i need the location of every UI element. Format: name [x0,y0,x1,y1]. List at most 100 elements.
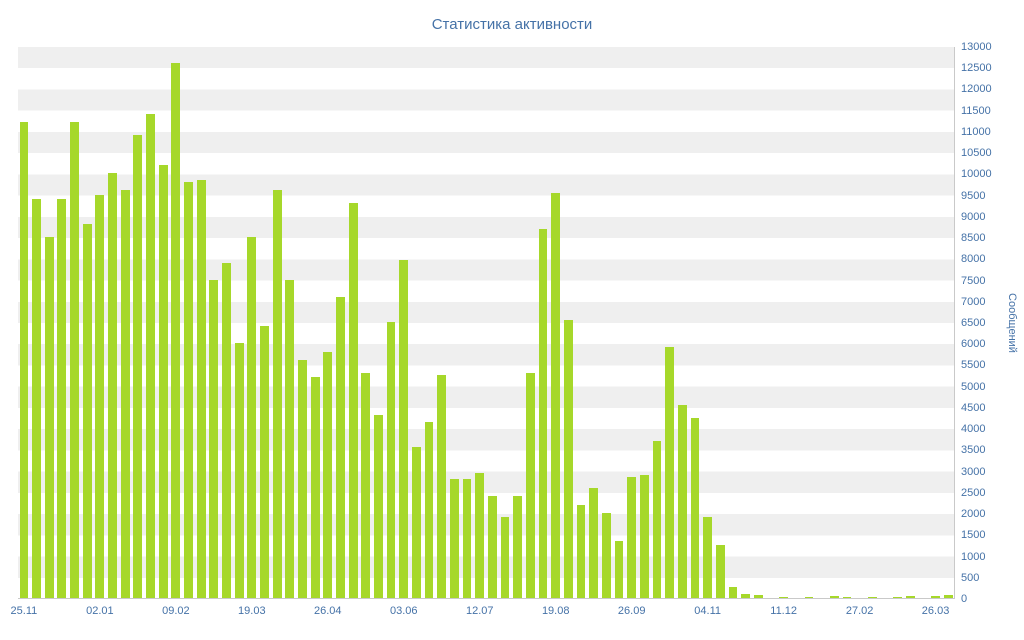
y-axis-label: 2500 [961,486,986,499]
x-axis-label: 19.03 [238,605,266,617]
bar[interactable] [728,587,738,598]
y-axis-label: 9000 [961,210,986,223]
bar[interactable] [931,596,940,598]
bar[interactable] [32,198,41,598]
bar[interactable] [804,596,814,598]
x-axis-label: 04.11 [694,605,722,617]
bar[interactable] [867,596,877,598]
bar[interactable] [108,173,117,598]
bar[interactable] [639,474,649,598]
bar[interactable] [551,192,561,598]
x-axis-label: 26.04 [314,605,342,617]
bar[interactable] [893,596,902,598]
y-axis-label: 3000 [961,465,986,478]
bar[interactable] [437,375,447,598]
bar[interactable] [272,190,282,598]
y-axis-label: 1500 [961,529,986,542]
y-axis-label: 11500 [961,104,991,117]
bar[interactable] [450,479,459,598]
y-axis-label: 12000 [961,83,992,96]
bar[interactable] [601,513,611,598]
bar[interactable] [842,596,852,598]
bar[interactable] [424,421,434,598]
y-axis-label: 3500 [961,444,986,457]
bar[interactable] [70,122,79,598]
x-axis-label: 26.09 [617,605,646,617]
bar[interactable] [665,347,675,598]
bar[interactable] [943,595,953,598]
bar[interactable] [538,228,548,598]
bar[interactable] [386,322,396,598]
y-axis-label: 12500 [961,62,992,75]
bar[interactable] [158,164,168,598]
bar[interactable] [475,472,485,598]
bar[interactable] [462,479,472,598]
bar[interactable] [95,194,105,598]
bar[interactable] [57,198,67,598]
bar[interactable] [741,593,751,598]
bar[interactable] [525,372,535,598]
bar[interactable] [234,343,244,598]
x-axis-label: 19.08 [541,605,570,617]
x-axis-label: 27.02 [845,605,874,617]
bar[interactable] [196,179,206,598]
x-axis-label: 11.12 [770,605,797,617]
bar[interactable] [82,224,92,598]
bar[interactable] [652,440,662,598]
y-axis-label: 6500 [961,317,986,329]
bar[interactable] [171,63,181,598]
y-axis-label: 5000 [961,380,986,393]
bar[interactable] [627,477,637,598]
bar[interactable] [184,181,193,598]
bar[interactable] [589,487,599,598]
bar[interactable] [247,237,257,598]
bar[interactable] [500,517,510,598]
bar[interactable] [753,595,763,598]
y-axis-label: 7000 [961,295,986,308]
bar[interactable] [488,496,497,598]
bar[interactable] [336,296,345,598]
y-axis-label: 4000 [961,423,986,436]
bar[interactable] [209,279,219,598]
bar[interactable] [348,203,358,598]
bar[interactable] [905,595,915,598]
bar[interactable] [703,517,713,598]
bar[interactable] [146,113,155,598]
bar[interactable] [677,404,687,598]
bar[interactable] [19,122,29,598]
bar[interactable] [779,597,789,598]
bar[interactable] [614,540,624,598]
bar[interactable] [44,237,54,598]
bar[interactable] [133,135,143,598]
bar[interactable] [576,504,586,598]
y-axis-label: 11000 [961,125,991,138]
y-axis-label: 7500 [961,274,986,287]
bar[interactable] [361,372,371,598]
chart-title: Статистика активности [431,16,593,33]
bar[interactable] [513,496,523,598]
bar[interactable] [690,417,700,598]
x-axis-label: 09.02 [162,605,190,617]
y-axis-label: 9500 [961,189,986,202]
bar[interactable] [323,351,333,598]
bar[interactable] [120,190,130,598]
bar[interactable] [563,319,573,598]
bar[interactable] [374,415,383,598]
bar[interactable] [715,544,725,598]
bar[interactable] [222,262,231,598]
y-axis-label: 8000 [961,253,986,266]
bar[interactable] [260,326,269,598]
y-axis-label: 10000 [961,168,992,181]
bar[interactable] [399,260,409,598]
y-axis-label: 500 [961,571,980,584]
y-axis-label: 5500 [961,359,986,372]
y-axis-label: 1000 [961,550,986,563]
y-axis-label: 13000 [961,41,992,53]
bar[interactable] [412,447,421,598]
y-axis-label: 2000 [961,508,986,521]
x-axis-label: 25.11 [10,605,38,617]
bar[interactable] [310,377,320,598]
bar[interactable] [298,360,307,598]
bar[interactable] [829,596,839,598]
bar[interactable] [285,279,295,598]
